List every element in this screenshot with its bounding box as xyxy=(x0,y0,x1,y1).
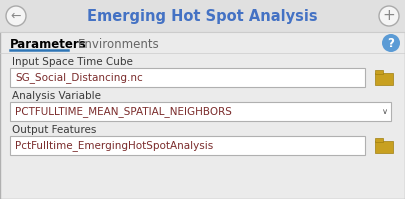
FancyBboxPatch shape xyxy=(375,70,383,74)
Text: ∨: ∨ xyxy=(382,107,388,116)
Circle shape xyxy=(6,6,26,26)
Text: PCTFULLTIME_MEAN_SPATIAL_NEIGHBORS: PCTFULLTIME_MEAN_SPATIAL_NEIGHBORS xyxy=(15,106,232,117)
Text: Input Space Time Cube: Input Space Time Cube xyxy=(12,57,133,67)
Text: Analysis Variable: Analysis Variable xyxy=(12,91,101,101)
Circle shape xyxy=(379,6,399,26)
Text: +: + xyxy=(383,9,395,23)
FancyBboxPatch shape xyxy=(10,102,391,121)
FancyBboxPatch shape xyxy=(375,73,393,85)
Circle shape xyxy=(382,34,400,52)
Text: Parameters: Parameters xyxy=(10,37,87,51)
Text: PctFulltime_EmergingHotSpotAnalysis: PctFulltime_EmergingHotSpotAnalysis xyxy=(15,140,213,151)
Text: Output Features: Output Features xyxy=(12,125,96,135)
Text: Emerging Hot Spot Analysis: Emerging Hot Spot Analysis xyxy=(87,9,317,23)
FancyBboxPatch shape xyxy=(10,68,365,87)
Text: ←: ← xyxy=(11,10,21,23)
FancyBboxPatch shape xyxy=(0,0,405,32)
FancyBboxPatch shape xyxy=(375,141,393,153)
Text: Environments: Environments xyxy=(78,37,160,51)
FancyBboxPatch shape xyxy=(10,136,365,155)
Text: SG_Social_Distancing.nc: SG_Social_Distancing.nc xyxy=(15,72,143,83)
FancyBboxPatch shape xyxy=(375,138,383,142)
Text: ?: ? xyxy=(388,37,394,50)
